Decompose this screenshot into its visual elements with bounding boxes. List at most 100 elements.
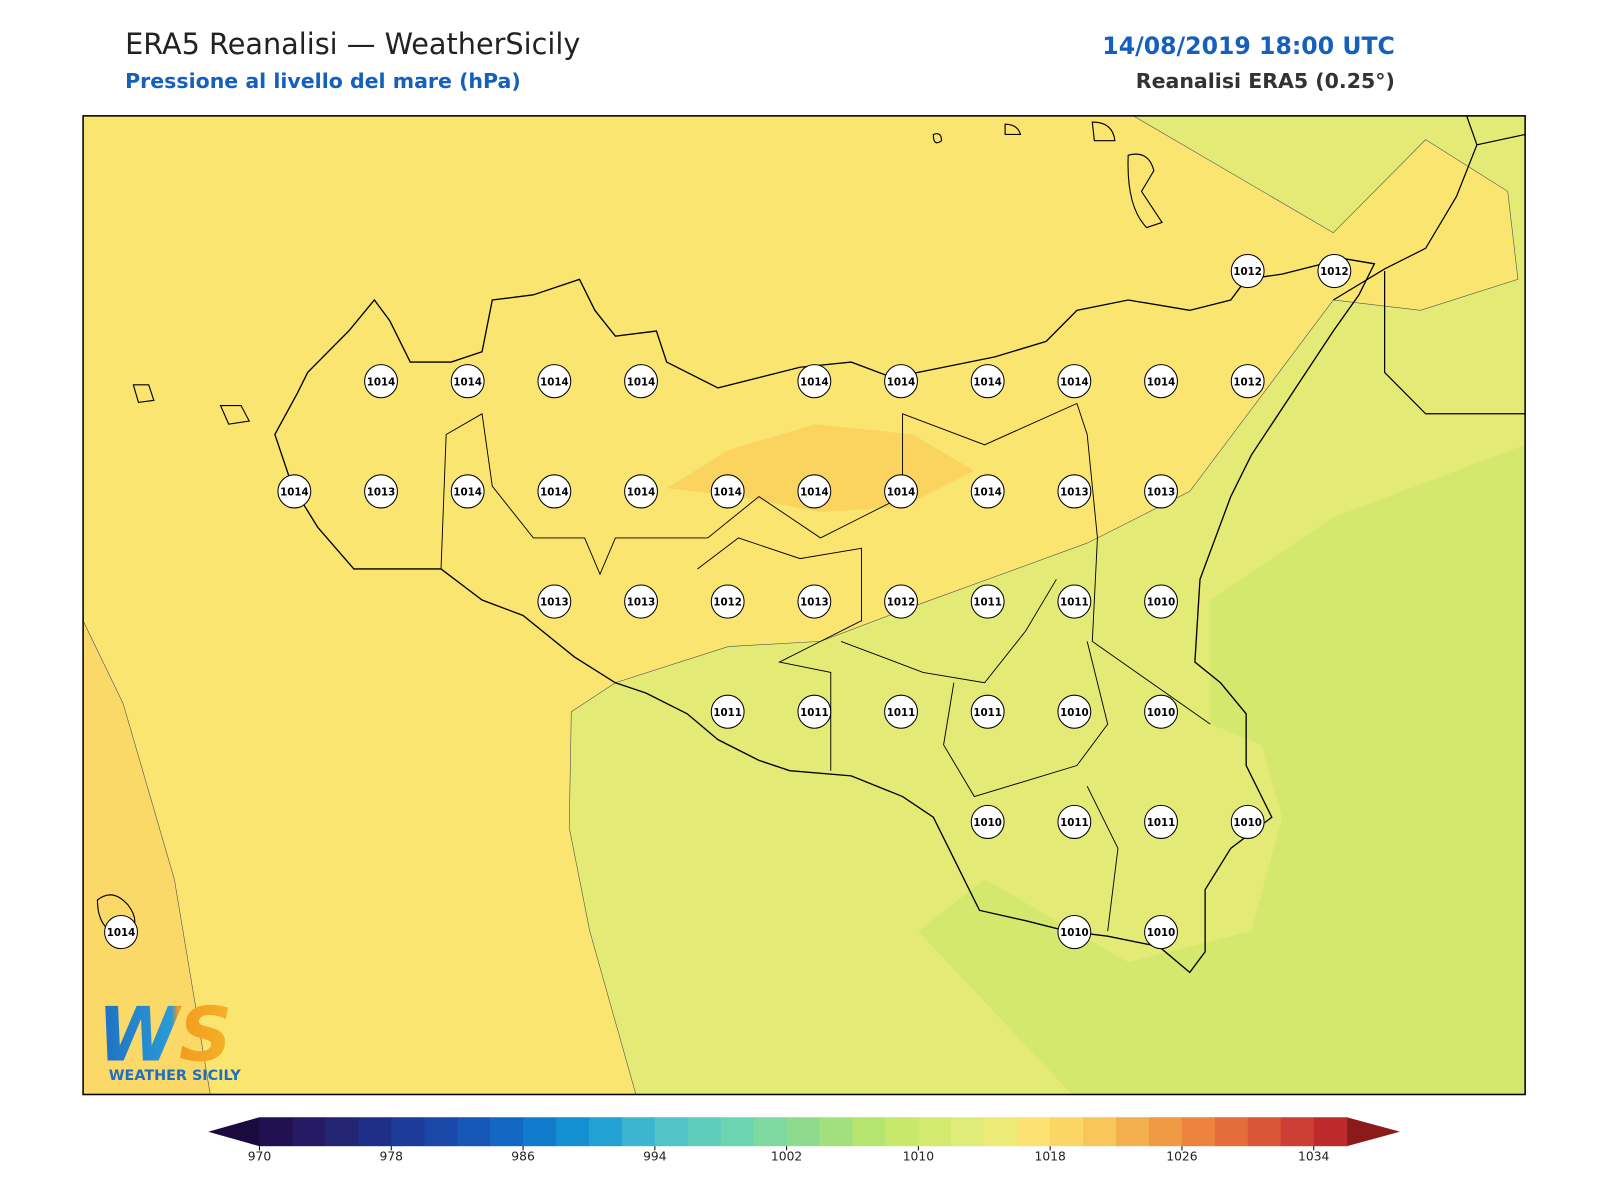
station-marker (1144, 694, 1178, 729)
station-value: 1010 (1060, 707, 1089, 719)
station: 1014 (624, 364, 658, 399)
station-marker (970, 804, 1005, 839)
station: 1010 (1057, 915, 1092, 950)
station-value: 1010 (1060, 927, 1089, 939)
station-marker (1317, 253, 1352, 289)
station-value: 1010 (1147, 707, 1176, 719)
station-marker (884, 364, 918, 399)
station-value: 1014 (887, 376, 916, 388)
colorbar-bin (885, 1117, 919, 1147)
title: ERA5 Reanalisi — WeatherSicily (125, 27, 580, 61)
station-marker (1144, 804, 1178, 839)
station-marker (884, 474, 918, 509)
station: 1014 (884, 474, 918, 509)
station-value: 1014 (973, 486, 1002, 498)
colorbar-bin (358, 1117, 392, 1147)
station: 1010 (1057, 694, 1092, 729)
station-marker (1230, 364, 1265, 399)
station-value: 1014 (540, 486, 569, 498)
station-marker (1144, 474, 1178, 509)
station: 1013 (1144, 474, 1178, 509)
colorbar-bin (1148, 1117, 1183, 1147)
station-marker (1057, 694, 1092, 729)
colorbar-bin (1181, 1117, 1216, 1147)
calabria-coast (1333, 115, 1526, 415)
province-borders (440, 402, 1211, 932)
colorbar-bin (1313, 1117, 1348, 1147)
station: 1014 (364, 364, 398, 399)
station: 1012 (1230, 253, 1265, 289)
station-value: 1013 (540, 597, 569, 609)
station-marker (537, 584, 572, 619)
colorbar-bin (424, 1117, 458, 1147)
colorbar-bin (687, 1117, 722, 1147)
station-marker (797, 584, 832, 619)
station-value: 1012 (1233, 266, 1262, 278)
station-value: 1014 (627, 376, 656, 388)
colorbar-bin (1116, 1117, 1150, 1147)
colorbar-bin (1280, 1117, 1315, 1147)
station: 1012 (1317, 253, 1352, 289)
station-value: 1013 (800, 597, 829, 609)
station-marker (1230, 804, 1265, 839)
colorbar-bin (555, 1117, 590, 1147)
station-marker (537, 474, 572, 509)
station-marker (797, 474, 832, 509)
station: 1014 (277, 474, 312, 509)
colorbar-bin (621, 1117, 656, 1147)
subtitle: Pressione al livello del mare (hPa) (125, 69, 521, 93)
colorbar-tick-label: 1026 (1166, 1150, 1197, 1164)
station-marker (1144, 364, 1178, 399)
station-value: 1011 (1147, 817, 1176, 829)
station-marker (624, 364, 658, 399)
station: 1011 (1057, 804, 1092, 839)
colorbar-tick-label: 978 (380, 1150, 404, 1164)
station: 1014 (624, 474, 658, 509)
station-value: 1014 (453, 486, 482, 498)
colorbar-bin (457, 1117, 491, 1147)
station-value: 1014 (800, 486, 829, 498)
colorbar: 970 978 986 994 1002 1010 1018 1026 1034 (208, 1117, 1400, 1164)
colorbar-tick-label: 1010 (903, 1150, 934, 1164)
station: 1012 (884, 584, 918, 619)
station: 1011 (1057, 584, 1092, 619)
colorbar-bin (819, 1117, 854, 1147)
station-value: 1010 (1147, 927, 1176, 939)
station-value: 1014 (887, 486, 916, 498)
colorbar-bin (1214, 1117, 1249, 1147)
station-marker (884, 694, 918, 729)
colorbar-bin (1050, 1117, 1084, 1147)
colorbar-tick-label: 970 (248, 1150, 272, 1164)
station-marker (797, 694, 832, 729)
station: 1013 (364, 474, 398, 509)
station-marker (1057, 364, 1092, 399)
station-value: 1014 (1060, 376, 1089, 388)
station-value: 1014 (453, 376, 482, 388)
station-value: 1013 (627, 597, 656, 609)
station-value: 1011 (973, 707, 1002, 719)
station-value: 1011 (800, 707, 829, 719)
colorbar-tick-label: 1018 (1034, 1150, 1065, 1164)
station-value: 1010 (1147, 597, 1176, 609)
coastline (274, 257, 1376, 974)
logo: WS WEATHER SICILY (97, 992, 241, 1084)
station-value: 1014 (107, 927, 136, 939)
colorbar-bin (259, 1117, 293, 1147)
colorbar-bin (984, 1117, 1018, 1147)
station: 1013 (624, 584, 658, 619)
station-value: 1011 (887, 707, 916, 719)
colorbar-bin (325, 1117, 359, 1147)
station: 1010 (1144, 584, 1178, 619)
colorbar-over (1346, 1117, 1400, 1147)
station: 1010 (1230, 804, 1265, 839)
station-marker (970, 474, 1005, 509)
station: 1014 (537, 364, 572, 399)
colorbar-bin (490, 1117, 524, 1147)
station-value: 1012 (1320, 266, 1349, 278)
station-marker (1057, 804, 1092, 839)
station: 1010 (1144, 694, 1178, 729)
colorbar-bin (654, 1117, 689, 1147)
station: 1014 (450, 474, 485, 509)
